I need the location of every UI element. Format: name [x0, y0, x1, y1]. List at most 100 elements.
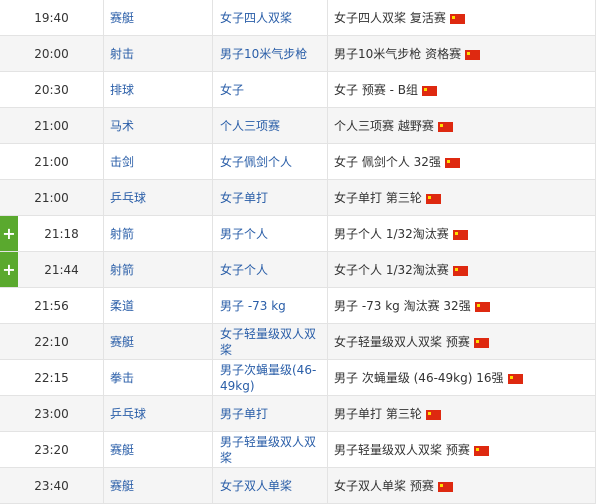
- sport-cell: 柔道: [103, 287, 213, 324]
- sport-link[interactable]: 乒乓球: [110, 191, 147, 205]
- sport-link[interactable]: 赛艇: [110, 11, 135, 25]
- sport-cell: 乒乓球: [103, 395, 213, 432]
- time-text: 21:44: [44, 262, 79, 277]
- event-cell: 个人三项赛: [212, 107, 328, 144]
- sport-link[interactable]: 拳击: [110, 371, 135, 385]
- sport-link[interactable]: 射击: [110, 47, 135, 61]
- sport-link[interactable]: 乒乓球: [110, 407, 147, 421]
- detail-cell: 女子双人单桨 预赛: [327, 467, 596, 504]
- sport-cell: 射箭: [103, 215, 213, 252]
- event-link[interactable]: 女子佩剑个人: [220, 154, 293, 169]
- event-link[interactable]: 女子单打: [220, 190, 269, 205]
- event-link[interactable]: 男子轻量级双人双桨: [220, 434, 317, 465]
- time-cell: 21:56: [0, 287, 104, 324]
- time-text: 20:30: [34, 82, 69, 97]
- sport-link[interactable]: 击剑: [110, 155, 135, 169]
- time-text: 22:10: [34, 334, 69, 349]
- sport-cell: 赛艇: [103, 323, 213, 360]
- event-cell: 女子个人: [212, 251, 328, 288]
- schedule-row: 22:10 赛艇 女子轻量级双人双桨 女子轻量级双人双桨 预赛: [0, 323, 596, 360]
- add-to-calendar-button[interactable]: +: [0, 216, 18, 251]
- china-flag-icon: [473, 445, 489, 456]
- time-text: 21:18: [44, 226, 79, 241]
- schedule-row: 20:00 射击 男子10米气步枪 男子10米气步枪 资格赛: [0, 35, 596, 72]
- detail-text: 女子个人 1/32淘汰赛: [334, 263, 449, 277]
- event-link[interactable]: 个人三项赛: [220, 118, 281, 133]
- detail-text: 女子四人双桨 复活赛: [334, 11, 446, 25]
- event-cell: 男子次蝇量级(46-49kg): [212, 359, 328, 396]
- china-flag-icon: [473, 337, 489, 348]
- sport-link[interactable]: 赛艇: [110, 443, 135, 457]
- time-cell: 23:20: [0, 431, 104, 468]
- schedule-row: 22:15 拳击 男子次蝇量级(46-49kg) 男子 次蝇量级 (46-49kg) …: [0, 359, 596, 396]
- event-link[interactable]: 女子个人: [220, 262, 269, 277]
- detail-text: 男子个人 1/32淘汰赛: [334, 227, 449, 241]
- time-text: 21:00: [34, 154, 69, 169]
- event-cell: 女子佩剑个人: [212, 143, 328, 180]
- schedule-row: 21:00 乒乓球 女子单打 女子单打 第三轮: [0, 179, 596, 216]
- detail-text: 女子双人单桨 预赛: [334, 479, 434, 493]
- event-link[interactable]: 女子四人双桨: [220, 10, 293, 25]
- detail-cell: 个人三项赛 越野赛: [327, 107, 596, 144]
- time-cell: 20:30: [0, 71, 104, 108]
- sport-link[interactable]: 排球: [110, 83, 135, 97]
- time-cell: +21:18: [0, 215, 104, 252]
- time-cell: 21:00: [0, 179, 104, 216]
- detail-cell: 男子个人 1/32淘汰赛: [327, 215, 596, 252]
- event-link[interactable]: 男子 -73 kg: [220, 298, 286, 313]
- detail-cell: 女子 佩剑个人 32强: [327, 143, 596, 180]
- time-text: 19:40: [34, 10, 69, 25]
- detail-cell: 女子个人 1/32淘汰赛: [327, 251, 596, 288]
- sport-cell: 马术: [103, 107, 213, 144]
- event-link[interactable]: 男子单打: [220, 406, 269, 421]
- sport-cell: 击剑: [103, 143, 213, 180]
- time-cell: 20:00: [0, 35, 104, 72]
- sport-link[interactable]: 马术: [110, 119, 135, 133]
- china-flag-icon: [437, 121, 453, 132]
- detail-text: 女子单打 第三轮: [334, 191, 422, 205]
- detail-cell: 女子轻量级双人双桨 预赛: [327, 323, 596, 360]
- sport-cell: 射击: [103, 35, 213, 72]
- detail-text: 男子10米气步枪 资格赛: [334, 47, 462, 61]
- event-link[interactable]: 女子双人单桨: [220, 478, 293, 493]
- event-link[interactable]: 男子次蝇量级(46-49kg): [220, 362, 317, 393]
- time-cell: 23:00: [0, 395, 104, 432]
- sport-link[interactable]: 赛艇: [110, 479, 135, 493]
- event-cell: 男子轻量级双人双桨: [212, 431, 328, 468]
- time-cell: 21:00: [0, 143, 104, 180]
- detail-text: 女子轻量级双人双桨 预赛: [334, 335, 470, 349]
- sport-link[interactable]: 柔道: [110, 299, 135, 313]
- event-cell: 男子单打: [212, 395, 328, 432]
- detail-text: 男子轻量级双人双桨 预赛: [334, 443, 470, 457]
- event-link[interactable]: 女子: [220, 82, 245, 97]
- detail-text: 个人三项赛 越野赛: [334, 119, 434, 133]
- time-text: 21:56: [34, 298, 69, 313]
- china-flag-icon: [422, 85, 438, 96]
- time-text: 21:00: [34, 118, 69, 133]
- event-cell: 女子: [212, 71, 328, 108]
- add-to-calendar-button[interactable]: +: [0, 252, 18, 287]
- detail-text: 男子 次蝇量级 (46-49kg) 16强: [334, 371, 504, 385]
- time-text: 23:20: [34, 442, 69, 457]
- china-flag-icon: [452, 265, 468, 276]
- china-flag-icon: [425, 409, 441, 420]
- sport-link[interactable]: 射箭: [110, 227, 135, 241]
- sport-cell: 赛艇: [103, 467, 213, 504]
- sport-link[interactable]: 赛艇: [110, 335, 135, 349]
- detail-cell: 女子 预赛 - B组: [327, 71, 596, 108]
- detail-cell: 女子单打 第三轮: [327, 179, 596, 216]
- time-text: 22:15: [34, 370, 69, 385]
- schedule-row: 23:00 乒乓球 男子单打 男子单打 第三轮: [0, 395, 596, 432]
- schedule-row: 23:40 赛艇 女子双人单桨 女子双人单桨 预赛: [0, 467, 596, 504]
- schedule-row: 20:30 排球 女子 女子 预赛 - B组: [0, 71, 596, 108]
- detail-cell: 男子轻量级双人双桨 预赛: [327, 431, 596, 468]
- event-link[interactable]: 男子10米气步枪: [220, 46, 308, 61]
- schedule-row: 21:00 马术 个人三项赛 个人三项赛 越野赛: [0, 107, 596, 144]
- sport-link[interactable]: 射箭: [110, 263, 135, 277]
- event-link[interactable]: 女子轻量级双人双桨: [220, 326, 317, 357]
- event-cell: 男子个人: [212, 215, 328, 252]
- china-flag-icon: [444, 157, 460, 168]
- sport-cell: 乒乓球: [103, 179, 213, 216]
- event-link[interactable]: 男子个人: [220, 226, 269, 241]
